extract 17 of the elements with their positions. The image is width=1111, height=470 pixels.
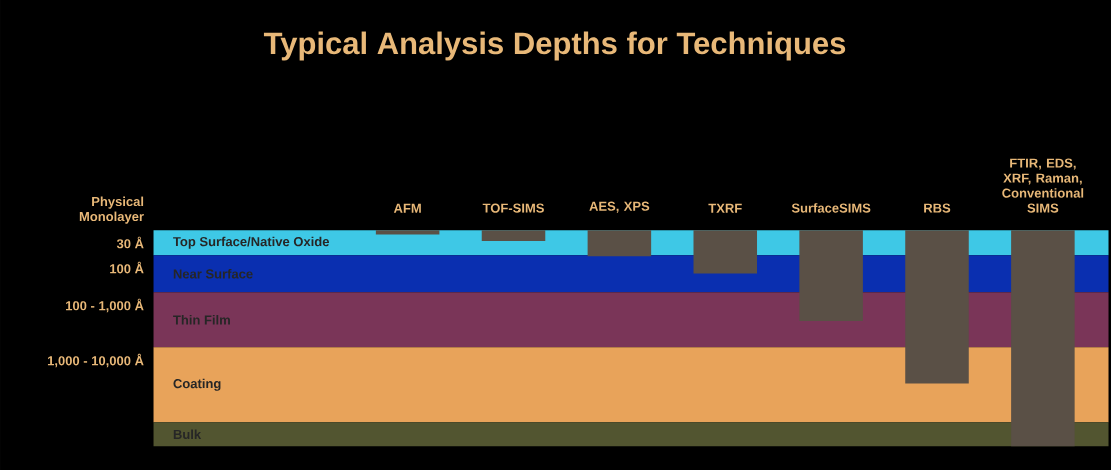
chart-title: Typical Analysis Depths for Techniques	[263, 31, 846, 61]
x-tick-label: TXRF	[708, 203, 742, 213]
text: 100 - 1,000 Å	[66, 298, 144, 313]
x-tick-label: AFM	[393, 203, 421, 213]
text: 1,000 - 10,000 Å	[47, 353, 144, 368]
x-tick-label: RBS	[924, 203, 951, 213]
x-tick-label: TOF-SIMS	[482, 203, 544, 213]
x-tick-label: AES, XPS	[589, 201, 650, 213]
band-label: Thin Film	[173, 315, 230, 325]
band-label: Top Surface/Native Oxide	[173, 236, 330, 249]
x-tick-label: SurfaceSIMS	[791, 203, 871, 213]
x-tick-label: FTIR, EDS, XRF, Raman, Conventional SIMS	[1002, 158, 1084, 213]
band-label: Coating	[173, 378, 221, 391]
band-label: Near Surface	[173, 268, 253, 279]
text: 30 Å	[116, 236, 144, 249]
text: 100 Å	[110, 261, 144, 274]
text: Physical Monolayer	[79, 196, 144, 224]
